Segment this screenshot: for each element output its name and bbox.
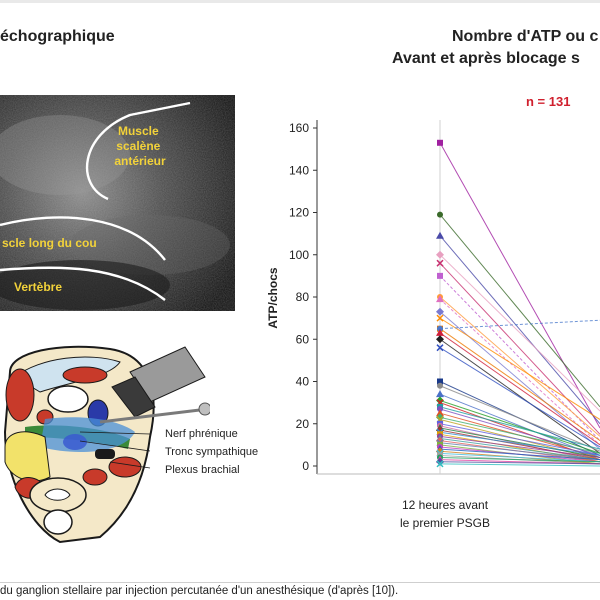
series-line <box>439 262 600 435</box>
series-line <box>439 442 600 461</box>
series-line <box>439 296 600 437</box>
series-line <box>439 435 600 459</box>
left-panel-title: échographique <box>0 28 115 45</box>
series-line <box>439 317 600 420</box>
y-axis: 0 20 40 60 80 100 120 140 160 <box>289 120 600 475</box>
anatomy-illustration <box>3 345 210 544</box>
series-point <box>436 460 444 468</box>
y-tick-label: 140 <box>289 163 309 177</box>
series-point <box>436 295 444 303</box>
series-point <box>436 307 444 316</box>
y-tick-label: 100 <box>289 248 309 262</box>
label-muscle-l1: Muscle <box>118 124 159 138</box>
series-line <box>439 400 600 454</box>
series-line <box>439 298 600 446</box>
label-plexus-brachial: Plexus brachial <box>165 464 240 476</box>
series-point <box>437 405 443 412</box>
series-line <box>439 332 600 446</box>
top-border <box>0 0 600 3</box>
label-nerf-phrenique: Nerf phrénique <box>165 428 238 440</box>
series-point <box>436 413 444 422</box>
series-point <box>436 390 444 398</box>
series-line <box>439 416 600 454</box>
series-point <box>436 344 444 352</box>
x-category-label: 12 heures avant le premier PSGB <box>385 496 505 532</box>
series-point <box>437 211 443 218</box>
series-line <box>439 235 600 425</box>
atp-line-chart: 0 20 40 60 80 100 120 140 160 ATP/chocs <box>266 120 600 475</box>
series-point <box>436 259 444 267</box>
series-point <box>436 396 444 405</box>
series-line <box>439 429 600 461</box>
label-muscle: Muscle scalène antérieur <box>114 124 166 168</box>
figure-caption: du ganglion stellaire par injection perc… <box>0 585 399 597</box>
series-line <box>439 457 600 463</box>
sample-size-label: n = 131 <box>526 94 571 109</box>
series-line <box>439 452 600 463</box>
y-tick-label: 120 <box>289 206 309 220</box>
x-category-line-1: 12 heures avant <box>401 498 489 512</box>
series-line <box>439 385 600 452</box>
y-tick-label: 40 <box>296 375 310 389</box>
series-point <box>437 378 443 385</box>
long-du-cou-outline <box>0 216 166 261</box>
right-panel-title: Nombre d'ATP ou c Avant et après blocage… <box>392 26 600 70</box>
y-tick-label: 160 <box>289 121 309 135</box>
ultrasound-image: Muscle scalène antérieur scle long du co… <box>0 95 235 311</box>
series-line <box>439 431 600 456</box>
series-line <box>439 438 600 461</box>
series-point <box>436 314 444 322</box>
series-line <box>439 461 600 465</box>
series-point <box>436 250 444 259</box>
series-point <box>436 409 444 417</box>
right-title-line-2: Avant et après blocage s <box>392 50 580 67</box>
series-line <box>439 142 600 429</box>
series-line <box>439 319 600 330</box>
y-tick-label: 20 <box>296 417 310 431</box>
series-line <box>439 254 600 412</box>
series-line <box>439 406 600 450</box>
series-point <box>437 139 443 146</box>
label-tronc-sympathique: Tronc sympathique <box>165 446 259 458</box>
scalene-outline <box>85 101 191 201</box>
series-point <box>437 272 443 279</box>
label-muscle-l3: antérieur <box>114 154 166 168</box>
series-point <box>436 335 444 344</box>
series-line <box>439 347 600 448</box>
series-point <box>436 231 444 239</box>
right-title-line-1: Nombre d'ATP ou c <box>452 28 599 45</box>
y-tick-label: 60 <box>296 332 310 346</box>
series-point <box>436 328 444 336</box>
series-line <box>439 427 600 459</box>
caption-divider <box>0 582 600 583</box>
series-line <box>439 328 600 442</box>
x-category-line-2: le premier PSGB <box>399 516 491 530</box>
series-line <box>439 463 600 467</box>
y-tick-label: 80 <box>296 290 310 304</box>
series-line <box>439 214 600 408</box>
series-line <box>439 448 600 461</box>
series-point <box>437 382 443 389</box>
y-tick-label: 0 <box>302 459 309 473</box>
y-axis-label: ATP/chocs <box>266 267 280 328</box>
series-line <box>439 338 600 454</box>
label-long-du-cou: scle long du cou <box>2 236 97 250</box>
series-lines <box>436 139 600 468</box>
series-line <box>439 423 600 456</box>
label-vertebre: Vertèbre <box>14 280 62 294</box>
label-muscle-l2: scalène <box>116 139 160 153</box>
vertebre-outline <box>0 266 166 301</box>
series-point <box>437 325 443 332</box>
